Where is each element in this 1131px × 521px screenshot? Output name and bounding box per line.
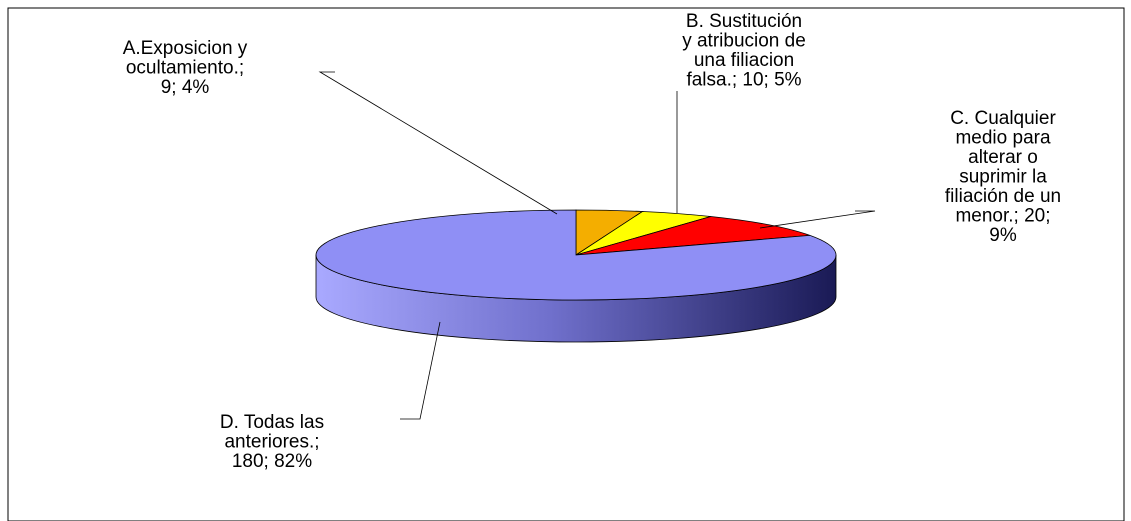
leader-line-3 xyxy=(400,321,441,420)
data-label-3: D. Todas las anteriores.; 180; 82% xyxy=(220,412,324,472)
data-labels: A.Exposicion y ocultamiento.; 9; 4% B. Sust… xyxy=(123,11,1061,472)
data-label-0: A.Exposicion y ocultamiento.; 9; 4% xyxy=(123,38,248,98)
data-label-2: C. Cualquier medio para alterar o suprimir … xyxy=(945,108,1061,246)
leader-line-2 xyxy=(759,210,876,229)
pie-top-group xyxy=(315,209,837,301)
data-label-1: B. Sustitución y atribucion de una filiaci… xyxy=(682,11,806,91)
leader-line-0 xyxy=(318,71,558,215)
pie-slice-3 xyxy=(315,209,837,301)
leader-lines xyxy=(318,71,876,420)
pie-slice-2 xyxy=(575,216,811,256)
